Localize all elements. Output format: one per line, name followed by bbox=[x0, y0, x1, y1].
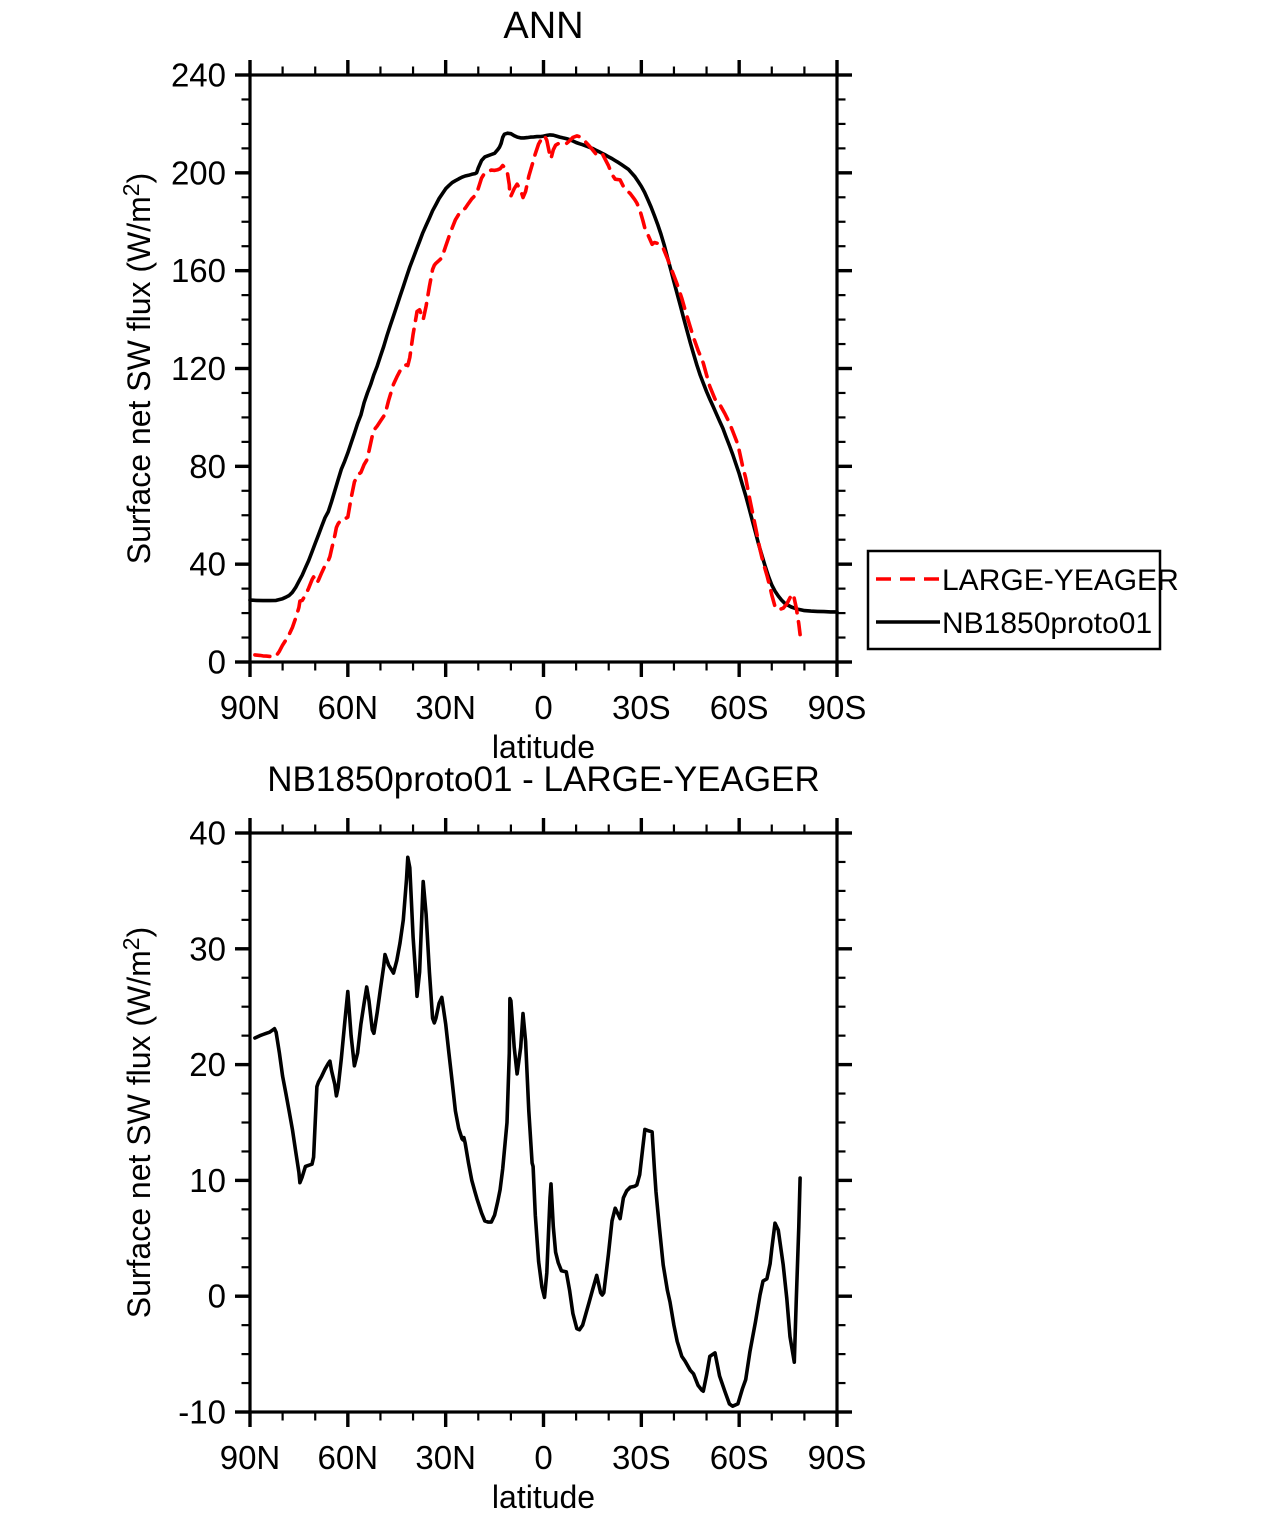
x-tick-label: 30N bbox=[415, 689, 476, 726]
x-tick-label: 90N bbox=[220, 689, 281, 726]
series-line-large-yeager bbox=[253, 133, 802, 659]
series-line-nb1850proto01-large-yeager bbox=[253, 855, 802, 1408]
y-tick-label: 240 bbox=[171, 57, 226, 94]
x-tick-label: 60S bbox=[710, 1439, 769, 1476]
y-tick-label: 80 bbox=[189, 448, 226, 485]
panel-title: ANN bbox=[503, 5, 583, 47]
y-axis-label: Surface net SW flux (W/m2) bbox=[118, 927, 157, 1319]
y-tick-label: -10 bbox=[178, 1394, 226, 1431]
x-tick-label: 30S bbox=[612, 689, 671, 726]
x-tick-label: 60S bbox=[710, 689, 769, 726]
axis-ticks bbox=[235, 818, 852, 1427]
y-tick-label: 0 bbox=[208, 644, 226, 681]
x-tick-label: 60N bbox=[318, 689, 379, 726]
series-line-nb1850proto01 bbox=[248, 131, 839, 614]
y-tick-label: 160 bbox=[171, 252, 226, 289]
legend: LARGE-YEAGER NB1850proto01 bbox=[866, 549, 1179, 651]
y-tick-label: 120 bbox=[171, 350, 226, 387]
y-tick-label: 40 bbox=[189, 815, 226, 852]
panel-chart_data-0: 0 40 80 120 160 200 240 90N 60N 30N 0 30S 60S 90S ANN l… bbox=[118, 5, 866, 765]
x-tick-label: 30N bbox=[415, 1439, 476, 1476]
x-tick-label: 60N bbox=[318, 1439, 379, 1476]
x-tick-label: 30S bbox=[612, 1439, 671, 1476]
y-tick-label: 40 bbox=[189, 546, 226, 583]
y-tick-label: 30 bbox=[189, 930, 226, 967]
x-tick-label: 90S bbox=[808, 689, 867, 726]
x-tick-label: 90S bbox=[808, 1439, 867, 1476]
axis-ticks bbox=[235, 60, 852, 677]
y-tick-label: 10 bbox=[189, 1162, 226, 1199]
x-tick-label: 0 bbox=[534, 689, 552, 726]
plot-frame bbox=[248, 73, 839, 664]
panel-chart_data-1: -10 0 10 20 30 40 90N 60N 30N 0 30S 60S 90S NB1850pro… bbox=[118, 760, 866, 1515]
x-tick-label: 0 bbox=[534, 1439, 552, 1476]
x-axis-label: latitude bbox=[492, 1479, 595, 1515]
legend-label: LARGE-YEAGER bbox=[942, 564, 1179, 597]
plot-frame bbox=[248, 831, 839, 1414]
legend-box bbox=[866, 549, 1162, 651]
y-tick-label: 0 bbox=[208, 1278, 226, 1315]
x-axis-label: latitude bbox=[492, 729, 595, 765]
x-tick-label: 90N bbox=[220, 1439, 281, 1476]
panel-title: NB1850proto01 - LARGE-YEAGER bbox=[267, 760, 819, 799]
legend-label: NB1850proto01 bbox=[942, 607, 1152, 640]
y-axis-label: Surface net SW flux (W/m2) bbox=[118, 173, 157, 565]
y-tick-label: 20 bbox=[189, 1046, 226, 1083]
y-tick-label: 200 bbox=[171, 154, 226, 191]
